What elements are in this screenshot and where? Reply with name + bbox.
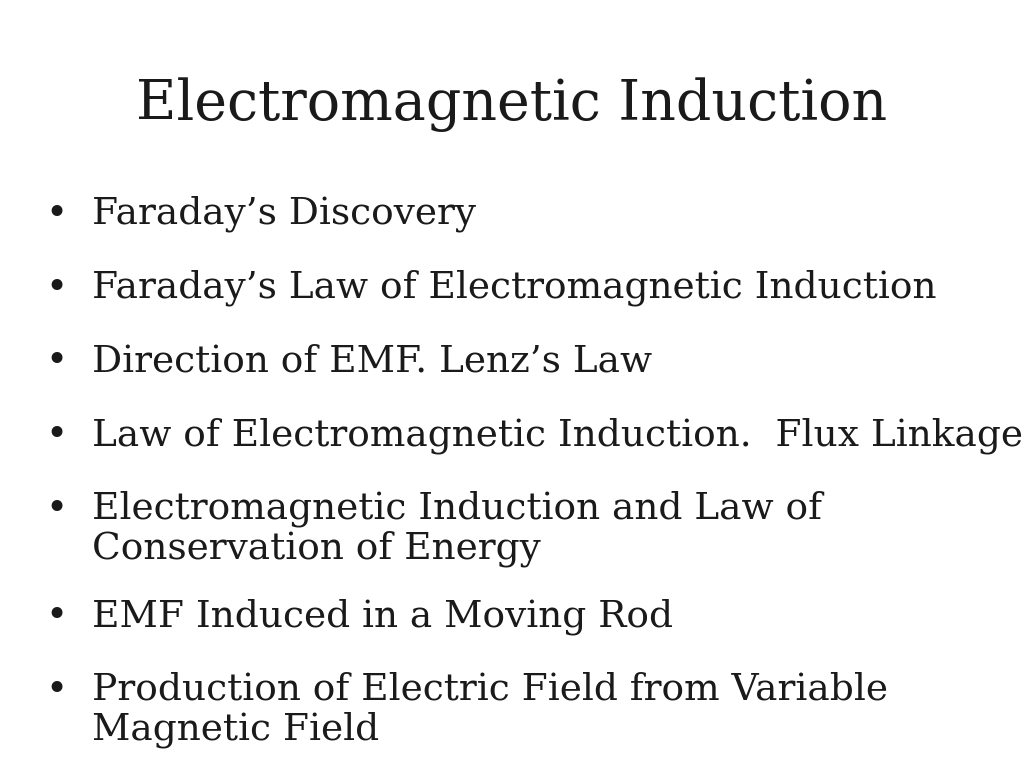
Text: Conservation of Energy: Conservation of Energy bbox=[92, 531, 541, 568]
Text: •: • bbox=[45, 491, 68, 527]
Text: •: • bbox=[45, 598, 68, 634]
Text: Law of Electromagnetic Induction.  Flux Linkage: Law of Electromagnetic Induction. Flux L… bbox=[92, 417, 1023, 454]
Text: EMF Induced in a Moving Rod: EMF Induced in a Moving Rod bbox=[92, 598, 673, 635]
Text: •: • bbox=[45, 270, 68, 306]
Text: •: • bbox=[45, 672, 68, 708]
Text: Faraday’s Discovery: Faraday’s Discovery bbox=[92, 196, 476, 233]
Text: Magnetic Field: Magnetic Field bbox=[92, 712, 379, 749]
Text: •: • bbox=[45, 196, 68, 232]
Text: •: • bbox=[45, 343, 68, 379]
Text: Faraday’s Law of Electromagnetic Induction: Faraday’s Law of Electromagnetic Inducti… bbox=[92, 270, 937, 306]
Text: Electromagnetic Induction and Law of: Electromagnetic Induction and Law of bbox=[92, 491, 822, 528]
Text: Direction of EMF. Lenz’s Law: Direction of EMF. Lenz’s Law bbox=[92, 343, 652, 379]
Text: •: • bbox=[45, 417, 68, 453]
Text: Production of Electric Field from Variable: Production of Electric Field from Variab… bbox=[92, 672, 888, 708]
Text: Electromagnetic Induction: Electromagnetic Induction bbox=[136, 77, 888, 131]
